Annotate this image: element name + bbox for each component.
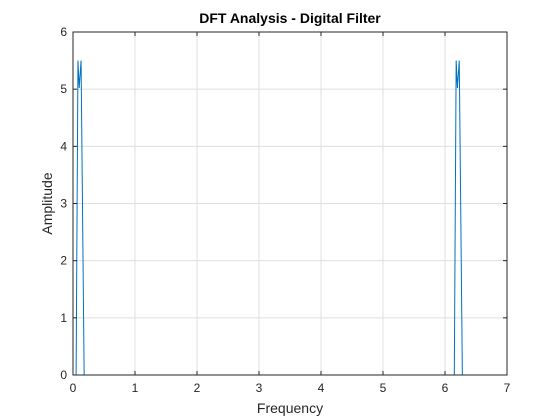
y-axis-label: Amplitude [39, 172, 55, 234]
y-tick-label: 0 [60, 368, 67, 382]
chart-title: DFT Analysis - Digital Filter [199, 10, 381, 26]
y-tick-label: 1 [60, 311, 67, 325]
y-tick-label: 6 [60, 25, 67, 39]
x-tick-label: 2 [194, 381, 201, 395]
x-tick-label: 1 [132, 381, 139, 395]
x-tick-label: 7 [504, 381, 511, 395]
x-tick-label: 4 [318, 381, 325, 395]
x-axis-label: Frequency [257, 400, 323, 416]
data-layer [73, 60, 463, 376]
x-tick-label: 3 [256, 381, 263, 395]
series-line [73, 60, 463, 376]
ticks [72, 31, 508, 376]
y-tick-label: 2 [60, 254, 67, 268]
x-tick-label: 5 [380, 381, 387, 395]
y-tick-label: 5 [60, 82, 67, 96]
y-tick-label: 4 [60, 139, 67, 153]
x-tick-label: 0 [70, 381, 77, 395]
grid [72, 31, 508, 376]
tick-labels: 0 1 2 3 4 5 6 7 0 1 2 3 4 5 6 [60, 25, 510, 395]
x-tick-label: 6 [442, 381, 449, 395]
y-tick-label: 3 [60, 197, 67, 211]
